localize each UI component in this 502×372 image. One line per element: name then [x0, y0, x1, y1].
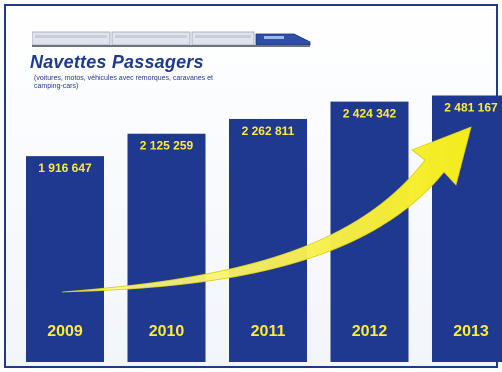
category-label-2010: 2010 [149, 323, 185, 340]
category-label-2009: 2009 [47, 323, 83, 340]
value-label-2011: 2 262 811 [242, 124, 295, 138]
bar-2010 [127, 133, 206, 362]
train-icon [32, 31, 311, 47]
value-label-2012: 2 424 342 [343, 107, 397, 121]
bar-2011 [229, 118, 307, 362]
category-label-2012: 2012 [352, 323, 388, 340]
value-label-2010: 2 125 259 [140, 139, 194, 153]
trend-arrow [61, 126, 472, 293]
value-label-2013: 2 481 167 [444, 101, 498, 115]
bar-2009 [26, 156, 104, 362]
page-subtitle: (voitures, motos, véhicules avec remorqu… [34, 75, 213, 90]
page-title: Navettes Passagers [30, 52, 204, 72]
value-label-2009: 1 916 647 [38, 161, 92, 175]
category-label-2013: 2013 [453, 323, 489, 340]
category-label-2011: 2011 [251, 323, 286, 340]
